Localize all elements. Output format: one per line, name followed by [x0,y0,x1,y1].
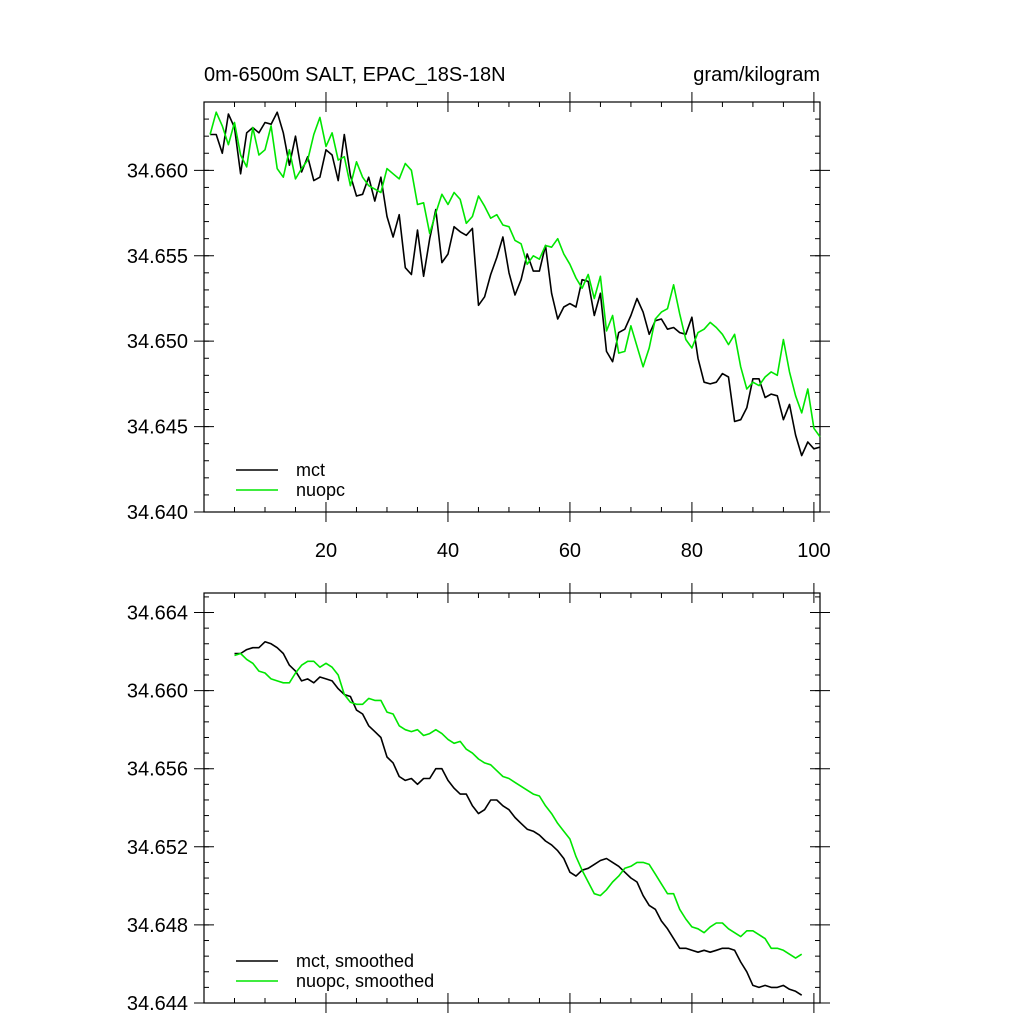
top-legend: mct nuopc [236,460,345,500]
p1-y-tick-label: 34.648 [127,915,188,937]
p0-x-tick-label: 60 [559,540,581,562]
top-units: gram/kilogram [693,64,820,86]
p0-x-tick-label: 80 [681,540,703,562]
series-line-nuopc-smoothed [234,652,803,959]
legend-label-mct: mct [296,460,325,480]
p0-y-tick-label: 34.655 [127,246,188,268]
top-title: 0m-6500m SALT, EPAC_18S-18N [204,64,506,86]
p1-y-tick-label: 34.656 [127,759,188,781]
p0-y-tick-label: 34.645 [127,417,188,439]
legend-label-nuopc: nuopc [296,480,345,500]
bottom-axis-ticks: 34.644 34.648 34.652 34.656 34.660 34.664 [127,583,830,1015]
bottom-panel: 34.644 34.648 34.652 34.656 34.660 34.664 mct… [127,583,830,1015]
p0-y-tick-label: 34.650 [127,331,188,353]
p1-y-tick-label: 34.664 [127,603,188,625]
top-plot-frame [203,101,821,513]
legend-label-mct-smoothed: mct, smoothed [296,951,414,971]
series-line-mct [210,111,821,457]
bottom-plot-frame [203,592,821,1004]
p1-y-tick-label: 34.644 [127,993,188,1015]
p0-x-tick-label: 100 [797,540,830,562]
p1-y-tick-label: 34.660 [127,681,188,703]
bottom-series-lines [234,640,803,996]
p0-y-tick-label: 34.660 [127,160,188,182]
top-panel: 0m-6500m SALT, EPAC_18S-18N gram/kilogra… [127,64,831,562]
legend-label-nuopc-smoothed: nuopc, smoothed [296,971,434,991]
p1-y-tick-label: 34.652 [127,837,188,859]
bottom-legend: mct, smoothed nuopc, smoothed [236,951,434,991]
p0-y-tick-label: 34.640 [127,502,188,524]
series-line-mct-smoothed [234,640,803,996]
series-line-nuopc [209,111,821,438]
p0-x-tick-label: 40 [437,540,459,562]
top-series-lines [209,111,821,457]
top-axis-ticks: 20 40 60 80 100 34.640 34.645 34.650 34.655 34.66… [127,92,831,562]
p0-x-tick-label: 20 [315,540,337,562]
